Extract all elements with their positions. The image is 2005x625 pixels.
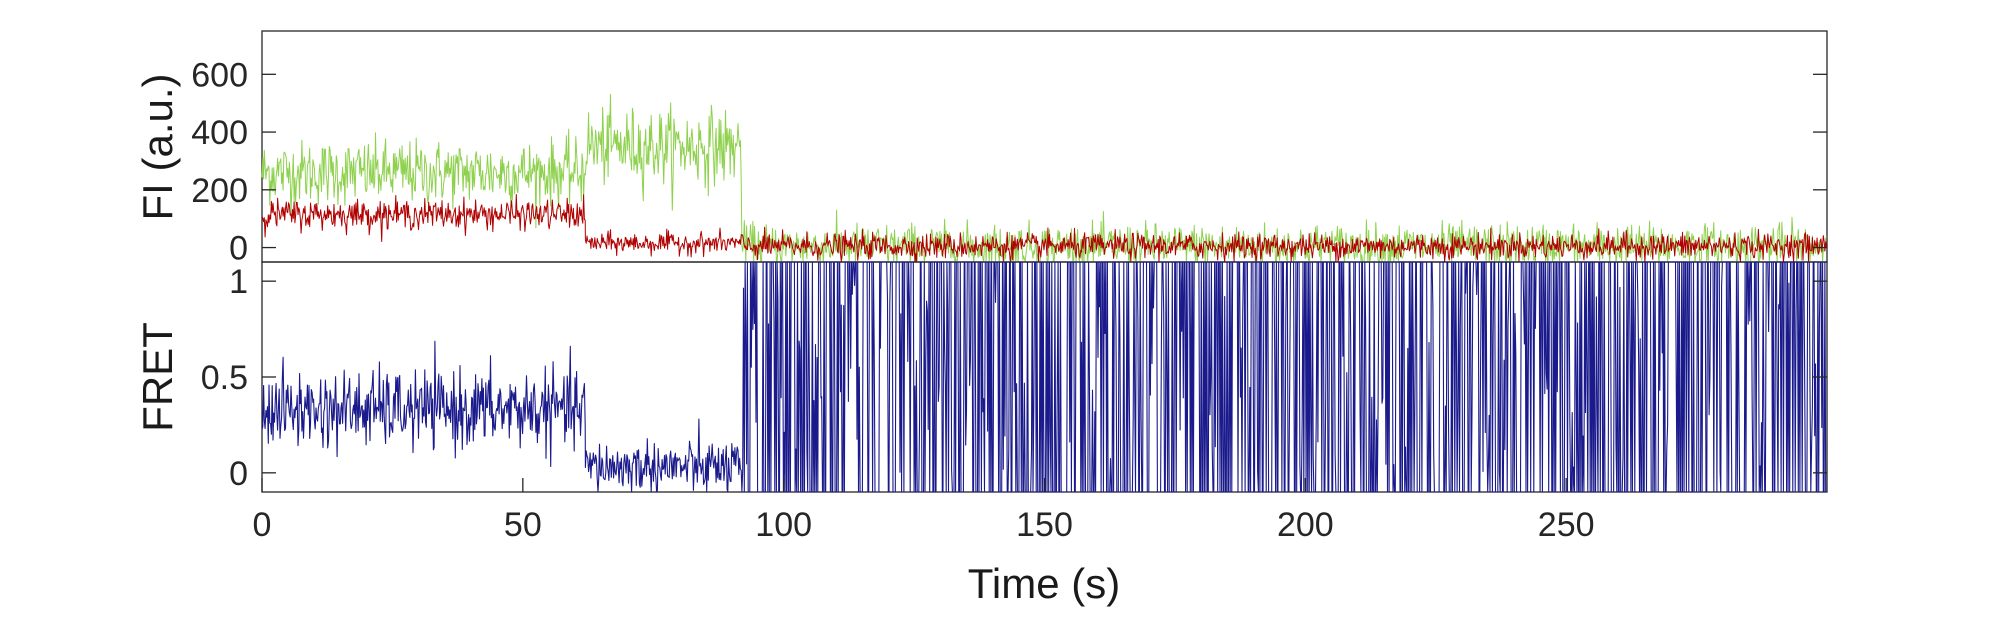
fret-trace [261,261,1827,493]
fluorescence-axes-frame [261,30,1828,263]
fluorescence-y-ticks: 0 200 400 600 [191,56,1827,268]
y-tick-label: 400 [191,114,248,152]
x-tick-label: 200 [1277,506,1334,544]
y-tick-label: 0 [229,230,248,268]
time-x-axis-label: Time (s) [968,560,1120,607]
y-tick-label: 1 [229,263,248,301]
y-tick-label: 600 [191,56,248,94]
y-tick-label: 0 [229,455,248,493]
fret-y-ticks: 00.51 [201,263,1827,493]
time-x-ticks: 0 50 100 150 200 250 [253,478,1595,544]
x-tick-label: 0 [253,506,272,544]
fret-traces [261,261,1827,493]
x-tick-label: 150 [1016,506,1073,544]
x-tick-label: 250 [1538,506,1595,544]
x-tick-label: 50 [504,506,542,544]
y-tick-label: 0.5 [201,359,248,397]
fluorescence-traces [261,93,1827,263]
y-tick-label: 200 [191,172,248,210]
fluorescence-y-axis-label: FI (a.u.) [134,73,181,220]
fluorescence-panel: 0 200 400 600 FI (a.u.) [134,30,1828,268]
x-tick-label: 100 [755,506,812,544]
fret-y-axis-label: FRET [134,322,181,432]
fret-panel: 00.51 0 50 100 150 200 250 FRET Time (s) [134,261,1828,607]
acceptor-trace [261,194,1827,263]
donor-trace [261,93,1827,263]
